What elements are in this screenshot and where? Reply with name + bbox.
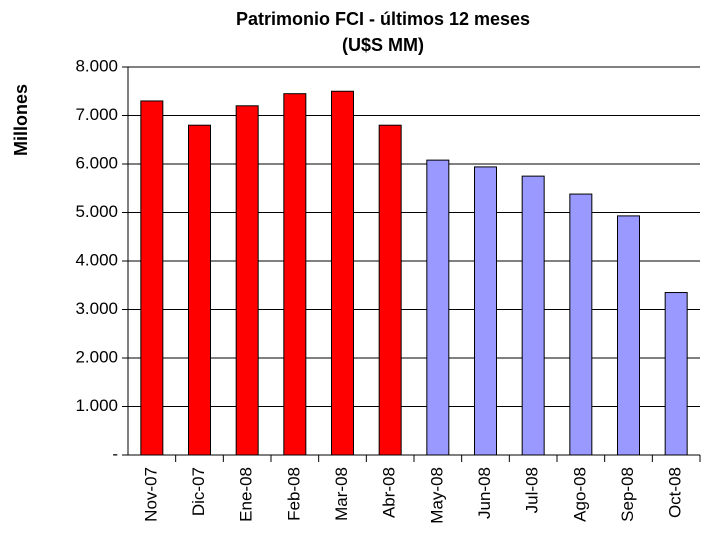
y-tick-label: 4.000 bbox=[75, 250, 118, 269]
x-tick-label: May-08 bbox=[427, 467, 446, 524]
y-tick-label: 8.000 bbox=[75, 56, 118, 75]
bar bbox=[331, 90, 354, 456]
y-tick-label: 1.000 bbox=[75, 396, 118, 415]
x-tick-label: Sep-08 bbox=[618, 467, 637, 522]
x-tick-label: Ago-08 bbox=[570, 467, 589, 522]
y-tick-label: - bbox=[112, 444, 118, 463]
bar bbox=[617, 215, 640, 456]
x-tick-label: Jun-08 bbox=[475, 467, 494, 519]
bar bbox=[569, 193, 593, 456]
x-tick-label: Oct-08 bbox=[666, 467, 685, 518]
chart-title: Patrimonio FCI - últimos 12 meses bbox=[236, 9, 530, 29]
y-tick-label: 6.000 bbox=[75, 153, 118, 172]
x-tick-label: Jul-08 bbox=[523, 467, 542, 513]
bar bbox=[140, 100, 164, 456]
chart-subtitle: (U$S MM) bbox=[342, 35, 424, 55]
bar bbox=[521, 175, 545, 456]
bar bbox=[664, 292, 688, 456]
y-tick-label: 5.000 bbox=[75, 202, 118, 221]
bar bbox=[283, 93, 307, 456]
bar bbox=[235, 105, 259, 456]
bar bbox=[426, 159, 450, 456]
y-tick-label: 2.000 bbox=[75, 347, 118, 366]
x-tick-label: Feb-08 bbox=[284, 467, 303, 521]
y-tick-label: 7.000 bbox=[75, 105, 118, 124]
x-tick-label: Mar-08 bbox=[332, 467, 351, 521]
x-tick-label: Abr-08 bbox=[380, 467, 399, 518]
bar bbox=[378, 124, 402, 456]
y-axis-label: Millones bbox=[11, 84, 31, 156]
x-tick-label: Nov-07 bbox=[141, 467, 160, 522]
bar bbox=[188, 124, 211, 456]
bar bbox=[474, 166, 497, 456]
x-tick-label: Ene-08 bbox=[237, 467, 256, 522]
y-tick-label: 3.000 bbox=[75, 299, 118, 318]
x-tick-label: Dic-07 bbox=[189, 467, 208, 516]
